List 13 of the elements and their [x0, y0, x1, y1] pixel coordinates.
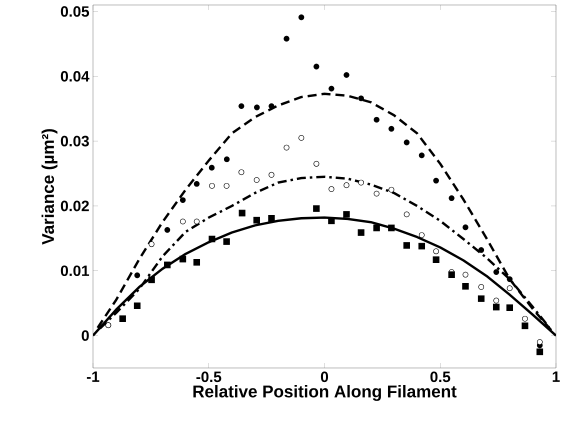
y-tick-label: 0.04 [60, 70, 90, 82]
y-tick-label: 0.02 [60, 200, 89, 212]
x-tick-label: 1 [552, 372, 560, 382]
y-tick-label: 0.05 [60, 6, 90, 17]
y-tick-label: 0 [82, 330, 89, 341]
y-tick-label: 0.01 [60, 265, 90, 276]
x-tick-label: -0.5 [196, 372, 222, 382]
x-axis-title: Relative Position Along Filament [193, 385, 457, 401]
x-tick-label: 0 [320, 372, 328, 382]
x-tick-label: 0.5 [430, 372, 450, 382]
x-tick-label: -1 [86, 372, 100, 382]
y-tick-label: 0.03 [60, 136, 89, 146]
y-axis-title: Variance (µm²) [42, 129, 58, 245]
